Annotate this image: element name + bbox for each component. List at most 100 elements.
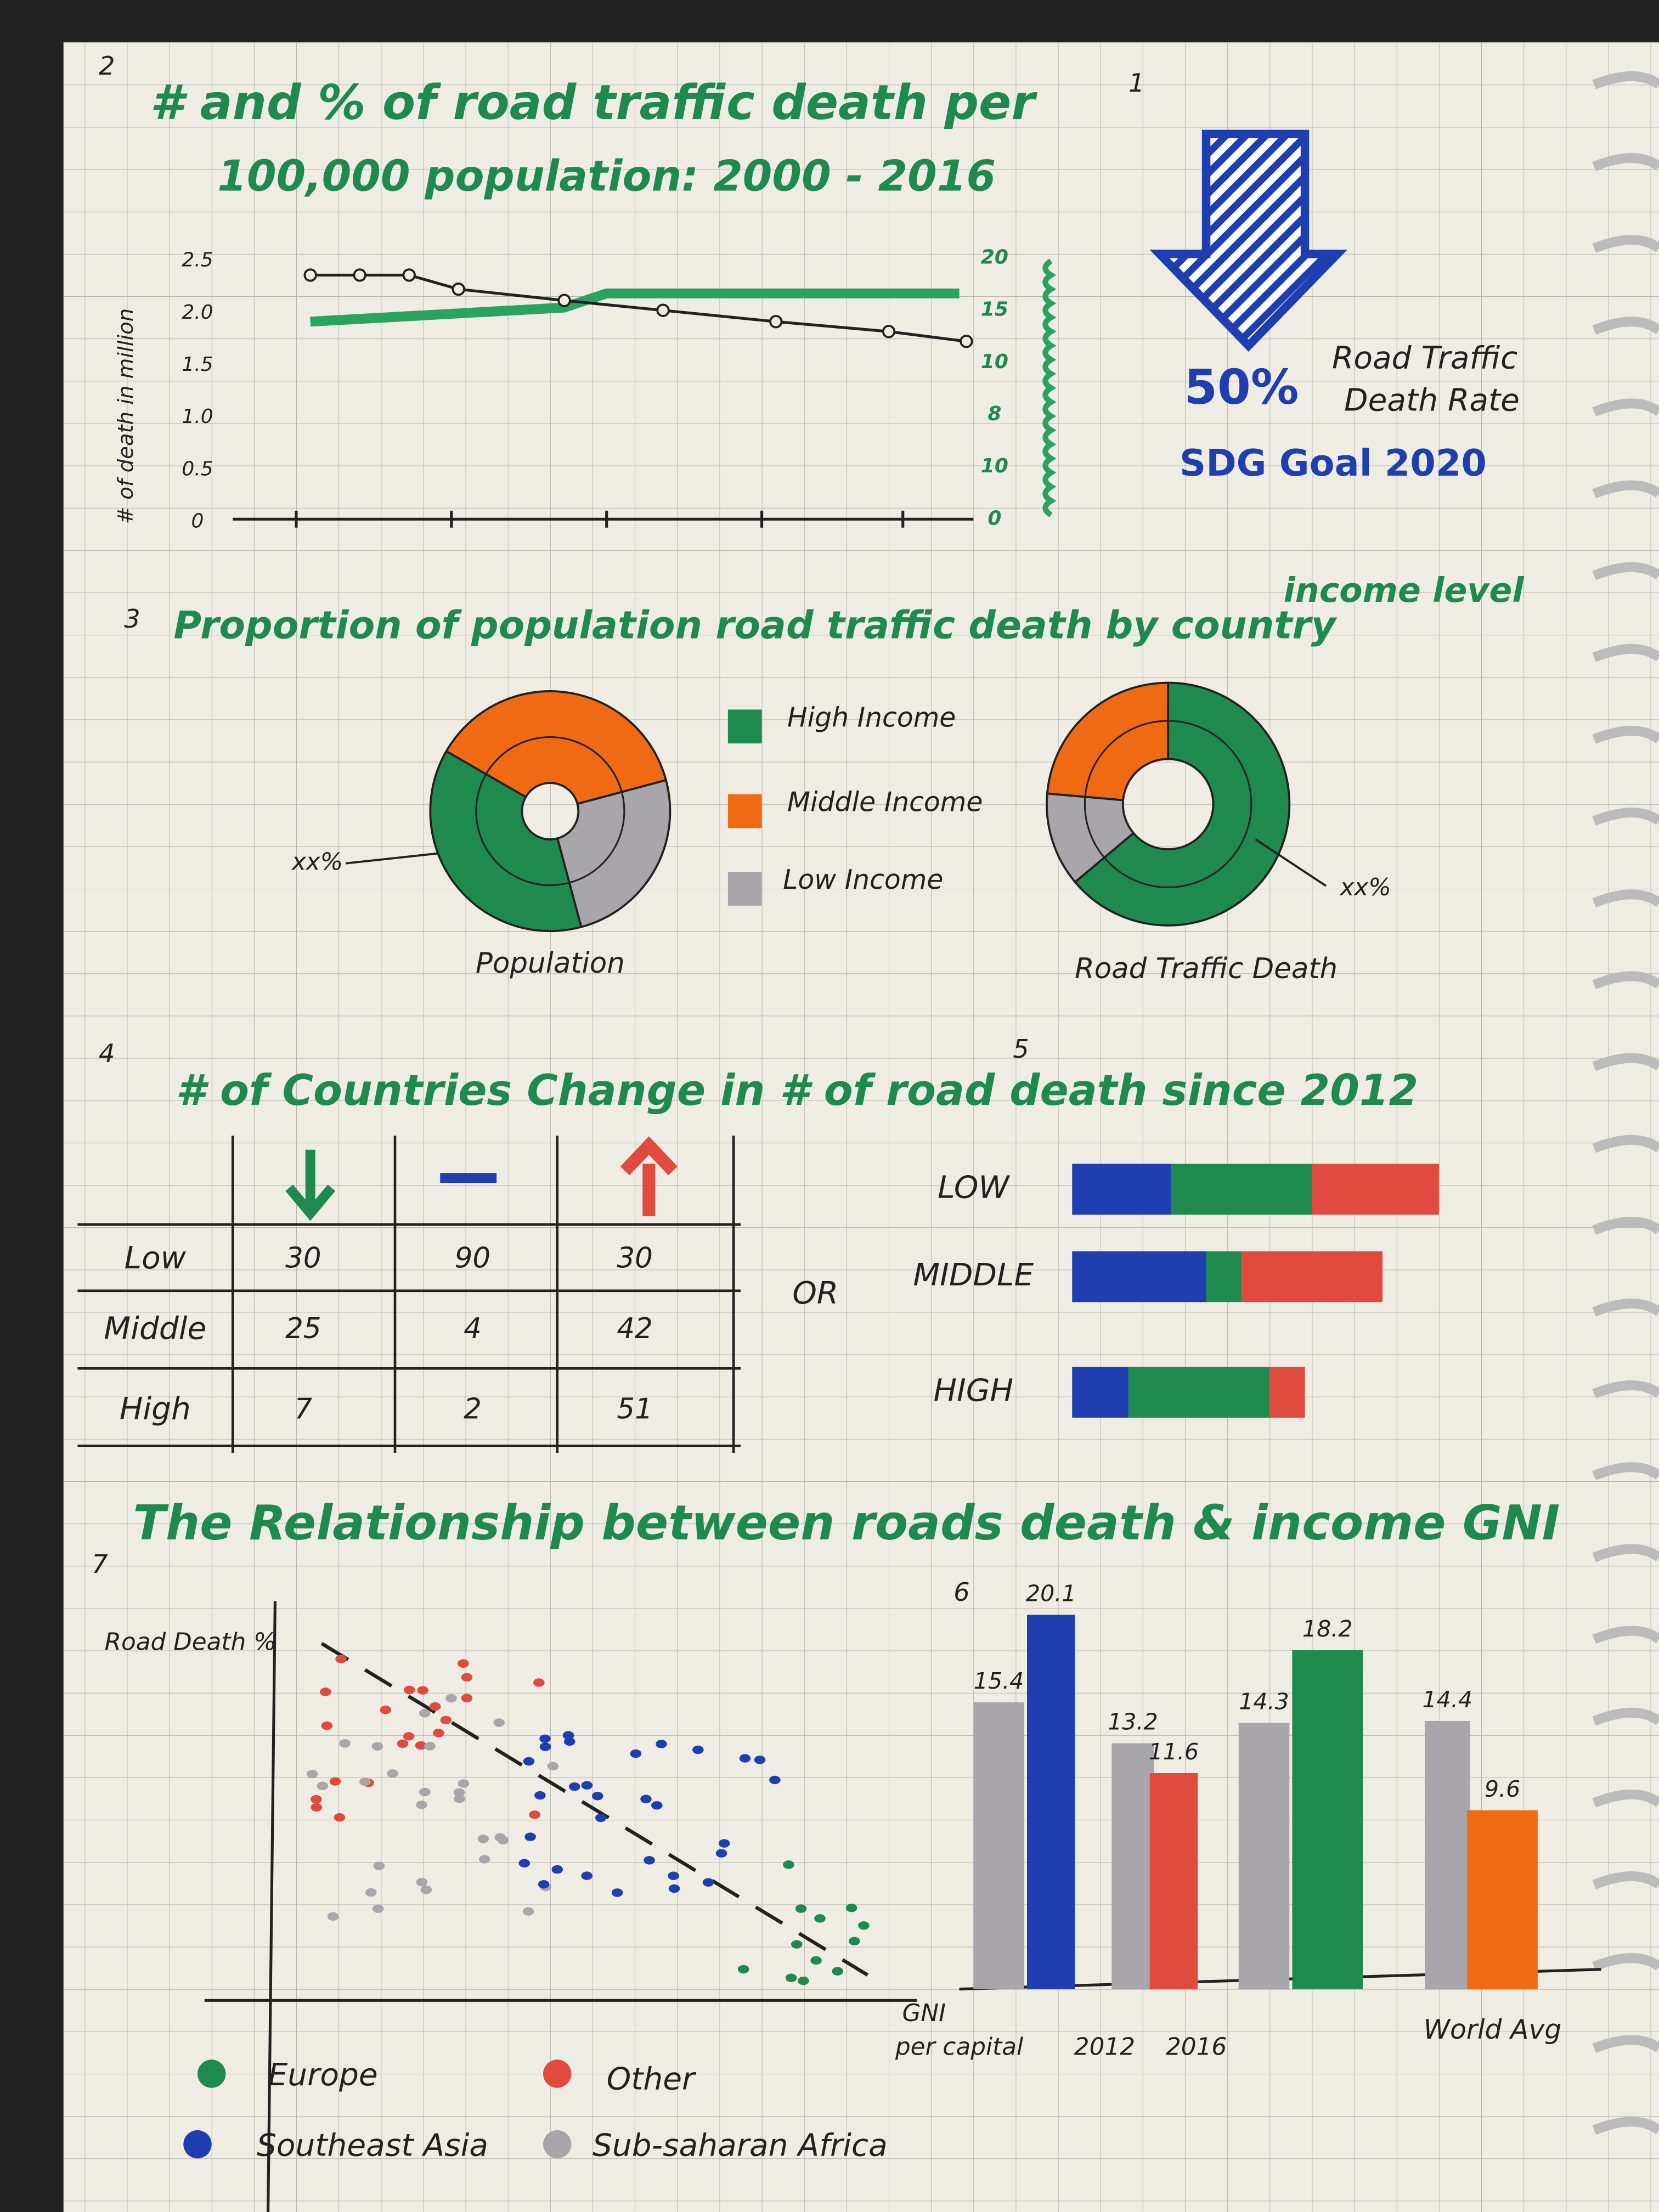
section-number: 4	[99, 1039, 115, 1068]
dot	[339, 1739, 351, 1748]
dot	[403, 1685, 415, 1695]
bar	[973, 1702, 1024, 1989]
dot	[371, 1742, 383, 1751]
ring	[1592, 1380, 1659, 1398]
legend-swatch	[727, 872, 762, 906]
legend-label: Low Income	[783, 864, 943, 895]
ring	[1592, 562, 1659, 580]
dot	[335, 1655, 347, 1663]
x-axis-label: per capital	[895, 2033, 1023, 2061]
bar-segment	[1269, 1367, 1305, 1418]
legend-label: Sub-saharan Africa	[592, 2127, 888, 2163]
ring	[1592, 1135, 1659, 1153]
section-number: 1	[1128, 68, 1144, 98]
row-label: HIGH	[933, 1373, 1013, 1409]
dot	[387, 1769, 398, 1778]
dot	[754, 1756, 766, 1764]
bar	[1027, 1615, 1075, 1989]
bar-segment	[1241, 1251, 1383, 1302]
x-label: 2012	[1074, 2033, 1135, 2061]
table-cell: 90	[455, 1242, 490, 1274]
dot	[523, 1757, 535, 1766]
value-label: 20.1	[1026, 1580, 1076, 1606]
point	[303, 268, 317, 282]
dot	[461, 1673, 473, 1682]
ring	[1592, 71, 1659, 89]
donut-slice	[556, 778, 672, 929]
dot	[419, 1787, 431, 1797]
y-tick-label: 2.0	[182, 301, 213, 324]
y-axis	[267, 1601, 276, 2212]
dot	[715, 1849, 727, 1858]
dot	[522, 1907, 534, 1916]
point	[769, 315, 783, 329]
table-cell: 30	[285, 1242, 321, 1274]
ring	[1592, 1871, 1659, 1889]
point	[882, 325, 896, 338]
dot	[814, 1914, 826, 1923]
y-tick-label: 0	[191, 510, 204, 532]
dot	[547, 1762, 559, 1771]
dot	[493, 1718, 505, 1727]
dot	[420, 1885, 432, 1894]
table-cell: 4	[464, 1312, 482, 1345]
value-label: 14.3	[1239, 1688, 1289, 1714]
legend-label: Southeast Asia	[257, 2127, 488, 2163]
dot	[611, 1888, 623, 1897]
value-label: 9.6	[1485, 1776, 1520, 1802]
dot	[595, 1813, 607, 1822]
dot	[417, 1686, 429, 1695]
y2-tick-label: 10	[981, 351, 1008, 373]
bar-segment	[1072, 1251, 1206, 1302]
dot	[769, 1775, 781, 1785]
down-arrow	[1149, 129, 1347, 352]
ring	[1592, 1053, 1659, 1071]
caption: Road Traffic Death	[1075, 952, 1338, 985]
dot	[702, 1878, 714, 1887]
dot	[334, 1813, 346, 1822]
dot	[849, 1937, 860, 1946]
dot	[668, 1871, 679, 1880]
x-axis-label: GNI	[902, 1999, 946, 2027]
dot	[416, 1877, 428, 1887]
dot	[478, 1855, 490, 1864]
dot	[311, 1795, 322, 1804]
legend-label: High Income	[787, 702, 956, 733]
donut-charts	[345, 681, 1327, 933]
dot	[453, 1788, 465, 1797]
bar	[1149, 1773, 1198, 1989]
dot	[644, 1856, 655, 1865]
point	[960, 335, 973, 348]
dot	[372, 1904, 384, 1913]
callout-line	[345, 852, 438, 865]
dot	[832, 1967, 844, 1976]
x-label: 2016	[1166, 2033, 1227, 2061]
ring	[1592, 1462, 1659, 1481]
decrease-arrow	[285, 1149, 336, 1221]
table-cell: 7	[294, 1392, 312, 1425]
dot	[317, 1781, 329, 1791]
table-cell: 25	[285, 1312, 321, 1345]
ring	[1592, 1544, 1659, 1562]
dot	[429, 1702, 441, 1711]
label: Road Traffic	[1332, 340, 1517, 376]
y-axis-label: Road Death %	[105, 1628, 276, 1656]
row-label: Middle	[104, 1310, 206, 1346]
donut-slice	[1046, 792, 1135, 884]
dot	[551, 1865, 563, 1874]
y-tick-label: 1.0	[182, 405, 213, 428]
dot	[581, 1871, 592, 1880]
dot	[538, 1880, 550, 1889]
title: # of Countries Change in # of road death…	[176, 1066, 1418, 1115]
callout: xx%	[291, 848, 343, 876]
ring	[1592, 644, 1659, 662]
ring	[1592, 235, 1659, 253]
table-cell: 30	[617, 1242, 652, 1274]
ring	[1592, 971, 1659, 990]
legend-label: Europe	[268, 2057, 378, 2093]
ring	[1592, 398, 1659, 417]
title: 100,000 population: 2000 - 2016	[217, 152, 996, 201]
legend-label: Middle Income	[787, 787, 983, 818]
dot	[640, 1795, 652, 1803]
